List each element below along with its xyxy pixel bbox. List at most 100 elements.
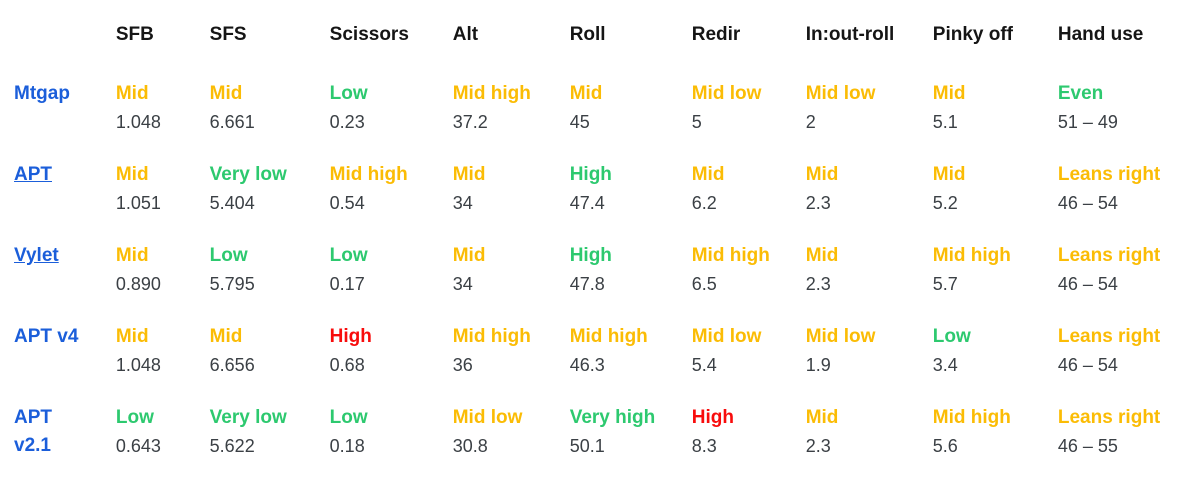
metric-cell: Mid 2.3 <box>806 161 933 242</box>
metric-value: 6.656 <box>209 355 255 375</box>
column-header-alt: Alt <box>452 24 479 45</box>
metric-rating: Mid <box>569 83 603 104</box>
metric-value: 1.048 <box>115 355 161 375</box>
layout-name-link[interactable]: Vylet <box>14 245 59 266</box>
metric-rating: Low <box>115 407 154 428</box>
metric-value: 6.2 <box>691 193 717 213</box>
metric-value: 5.1 <box>932 112 958 132</box>
metric-rating: Leans right <box>1057 245 1161 266</box>
metric-value: 47.8 <box>569 274 605 294</box>
metric-value: 5.622 <box>209 436 255 456</box>
metric-cell: Leans right 46 – 54 <box>1058 323 1187 404</box>
layout-name: Mtgap <box>14 83 70 104</box>
metric-cell: Mid 45 <box>570 80 692 161</box>
metric-value: 2 <box>805 112 816 132</box>
metric-cell: Very high 50.1 <box>570 404 692 485</box>
metric-rating: Mid <box>209 83 243 104</box>
metric-cell: Mid 5.2 <box>933 161 1058 242</box>
metric-value: 34 <box>452 193 473 213</box>
metric-cell: Low 5.795 <box>210 242 330 323</box>
metric-rating: Mid <box>115 83 149 104</box>
metric-value: 1.051 <box>115 193 161 213</box>
table-row: Vylet Mid 0.890 Low 5.795 Low 0.17 Mid 3… <box>14 242 1187 323</box>
metric-rating: Very low <box>209 407 287 428</box>
layout-name-cell: APT v2.1 <box>14 404 116 485</box>
table-row: APT v4 Mid 1.048 Mid 6.656 High 0.68 Mid… <box>14 323 1187 404</box>
metric-cell: Mid low 2 <box>806 80 933 161</box>
metric-rating: Low <box>329 407 368 428</box>
metric-rating: Mid <box>932 164 966 185</box>
column-header-sfs: SFS <box>209 24 247 45</box>
column-header-scissors: Scissors <box>329 24 409 45</box>
metric-rating: Mid <box>805 245 839 266</box>
metric-value: 0.54 <box>329 193 365 213</box>
metric-value: 2.3 <box>805 436 831 456</box>
metric-cell: Mid 34 <box>453 161 570 242</box>
column-header-pinky-off: Pinky off <box>932 24 1014 45</box>
metric-cell: Very low 5.404 <box>210 161 330 242</box>
metric-rating: Mid <box>209 326 243 347</box>
metric-rating: Mid high <box>452 326 531 347</box>
metric-value: 6.661 <box>209 112 255 132</box>
layout-name-cell: APT <box>14 161 116 242</box>
metric-rating: Mid low <box>691 326 762 347</box>
metric-value: 1.9 <box>805 355 831 375</box>
layout-name-cell: APT v4 <box>14 323 116 404</box>
metric-value: 0.890 <box>115 274 161 294</box>
header-row: SFB SFS Scissors Alt Roll Redir In:out-r… <box>14 24 1187 80</box>
metric-value: 0.17 <box>329 274 365 294</box>
metric-value: 46 – 54 <box>1057 193 1118 213</box>
table-header: SFB SFS Scissors Alt Roll Redir In:out-r… <box>14 24 1187 80</box>
metric-value: 46.3 <box>569 355 605 375</box>
metric-cell: Mid high 5.6 <box>933 404 1058 485</box>
metric-value: 5.795 <box>209 274 255 294</box>
metric-value: 45 <box>569 112 590 132</box>
table-row: APT Mid 1.051 Very low 5.404 Mid high 0.… <box>14 161 1187 242</box>
metric-value: 47.4 <box>569 193 605 213</box>
metric-rating: Mid low <box>805 326 876 347</box>
metric-cell: Low 0.18 <box>330 404 453 485</box>
metric-value: 0.18 <box>329 436 365 456</box>
layout-name: APT v2.1 <box>14 407 52 456</box>
metric-rating: Mid high <box>452 83 531 104</box>
metric-value: 36 <box>452 355 473 375</box>
metric-cell: Leans right 46 – 55 <box>1058 404 1187 485</box>
column-header-in-out-roll: In:out-roll <box>805 24 895 45</box>
metric-cell: High 8.3 <box>692 404 806 485</box>
metric-cell: Mid high 36 <box>453 323 570 404</box>
metric-rating: Mid <box>691 164 725 185</box>
layout-name-link[interactable]: APT <box>14 164 52 185</box>
metric-value: 3.4 <box>932 355 958 375</box>
metric-value: 46 – 54 <box>1057 355 1118 375</box>
metric-cell: Mid 34 <box>453 242 570 323</box>
metric-cell: High 47.4 <box>570 161 692 242</box>
metric-rating: Leans right <box>1057 326 1161 347</box>
metric-rating: Mid <box>452 245 486 266</box>
metric-cell: Mid 6.656 <box>210 323 330 404</box>
metric-cell: Mid 2.3 <box>806 404 933 485</box>
column-header-empty <box>14 24 116 80</box>
metric-rating: Mid high <box>932 245 1011 266</box>
metric-rating: Mid high <box>329 164 408 185</box>
metric-rating: Mid low <box>691 83 762 104</box>
metric-value: 5.6 <box>932 436 958 456</box>
metric-rating: Mid high <box>932 407 1011 428</box>
metric-cell: Mid high 46.3 <box>570 323 692 404</box>
metric-cell: Mid 6.661 <box>210 80 330 161</box>
metric-cell: Low 0.23 <box>330 80 453 161</box>
metric-value: 0.643 <box>115 436 161 456</box>
metric-cell: Low 0.17 <box>330 242 453 323</box>
metric-cell: Mid low 30.8 <box>453 404 570 485</box>
metric-rating: High <box>691 407 734 428</box>
metric-value: 5.404 <box>209 193 255 213</box>
metric-cell: Mid high 0.54 <box>330 161 453 242</box>
metric-value: 5.2 <box>932 193 958 213</box>
metric-cell: Leans right 46 – 54 <box>1058 242 1187 323</box>
metric-cell: Mid 1.048 <box>116 80 210 161</box>
metric-rating: High <box>329 326 372 347</box>
metric-cell: Leans right 46 – 54 <box>1058 161 1187 242</box>
metric-cell: Mid high 37.2 <box>453 80 570 161</box>
metric-cell: Mid 2.3 <box>806 242 933 323</box>
metric-cell: Very low 5.622 <box>210 404 330 485</box>
